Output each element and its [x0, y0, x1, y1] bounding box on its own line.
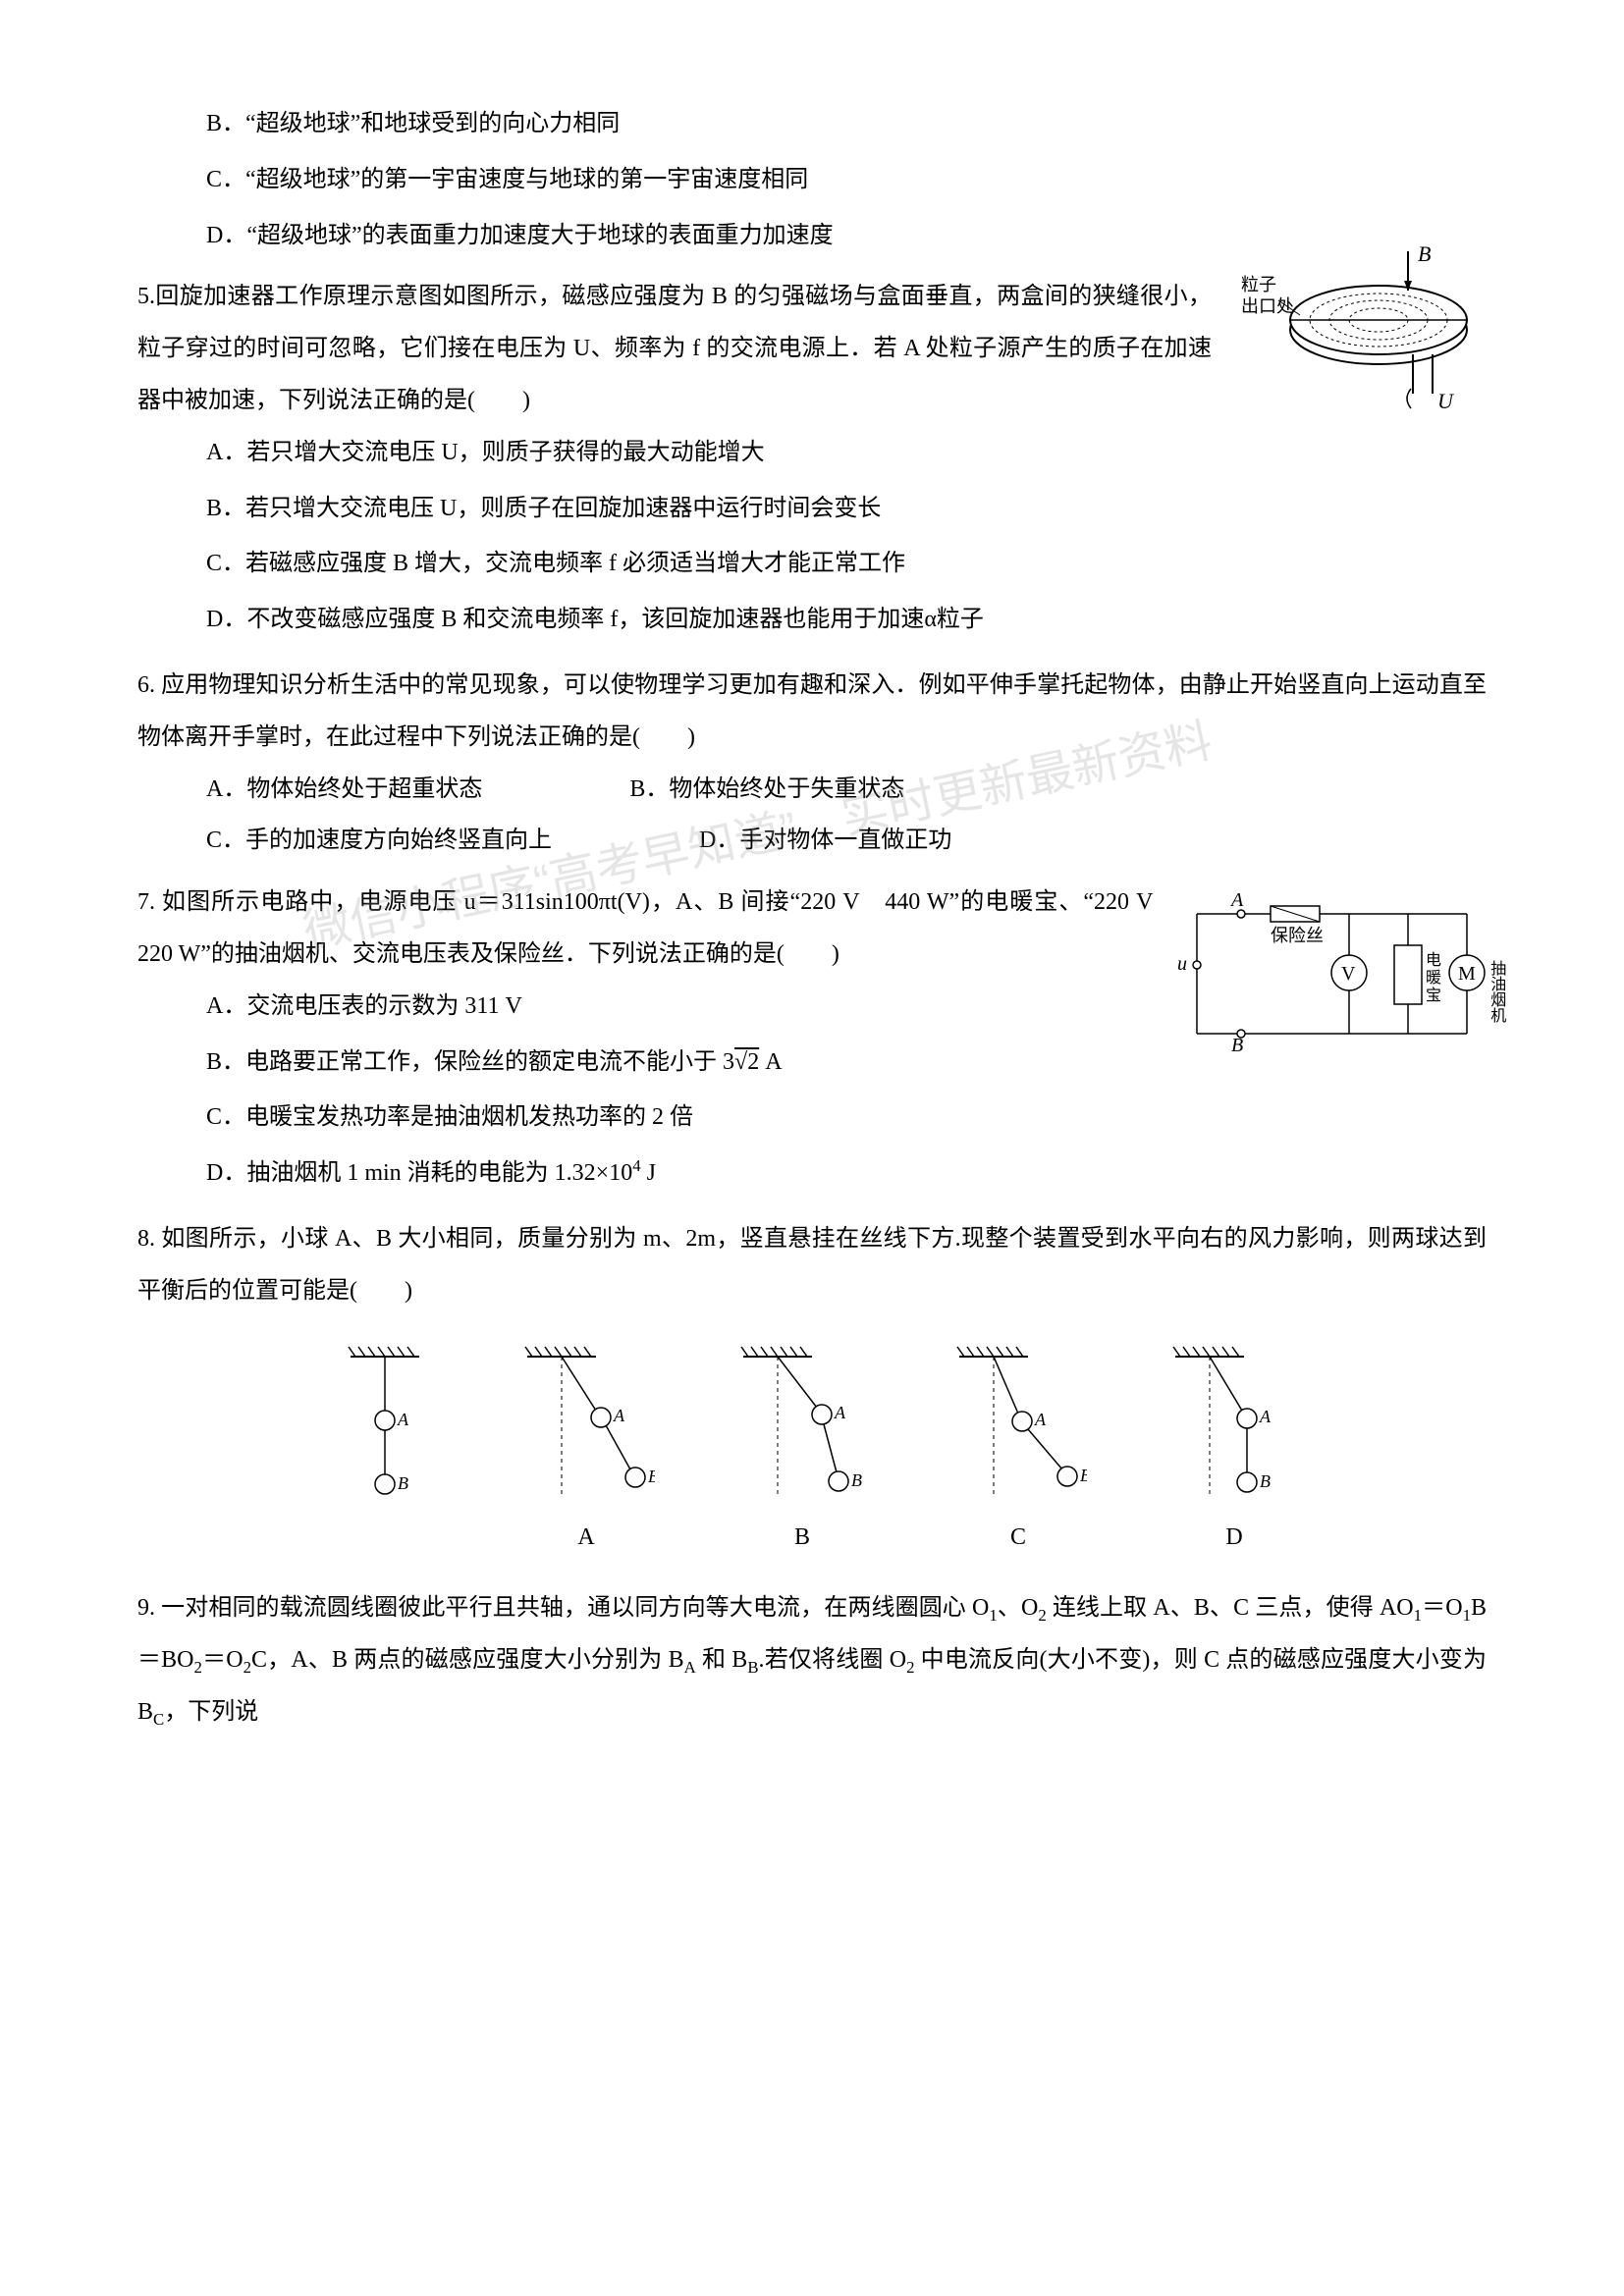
q6-option-d: D．手对物体一直做正功	[699, 815, 951, 867]
svg-text:B: B	[1231, 1035, 1243, 1053]
svg-text:V: V	[1341, 963, 1356, 985]
q8-text: 8. 如图所示，小球 A、B 大小相同，质量分别为 m、2m，竖直悬挂在丝线下方…	[137, 1213, 1487, 1317]
svg-text:M: M	[1458, 963, 1476, 985]
svg-text:A: A	[1034, 1410, 1047, 1429]
svg-text:U: U	[1437, 389, 1455, 413]
q6-option-c: C．手的加速度方向始终竖直向上	[206, 815, 552, 867]
question-5: B 粒子 出口处 U 5.回旋加速器工作原理示意图如图所示，磁感应强度为 B 的…	[137, 271, 1487, 650]
q7-option-c: C．电暖宝发热功率是抽油烟机发热功率的 2 倍	[137, 1092, 1487, 1144]
circuit-diagram: u A 保险丝 V 电 暖 宝 M B	[1172, 877, 1487, 1053]
q5-option-a: A．若只增大交流电压 U，则质子获得的最大动能增大	[137, 427, 1487, 479]
svg-text:u: u	[1177, 953, 1187, 975]
fan-label: 抽油烟机	[1487, 960, 1505, 1023]
svg-text:A: A	[1229, 889, 1244, 911]
q5-option-b: B．若只增大交流电压 U，则质子在回旋加速器中运行时间会变长	[137, 483, 1487, 535]
q4-option-b: B．“超级地球”和地球受到的向心力相同	[137, 98, 1487, 150]
pendulum-a: A B A	[517, 1337, 655, 1564]
pendulum-b: A B B	[733, 1337, 871, 1564]
svg-text:B: B	[1418, 241, 1431, 266]
svg-text:B: B	[1260, 1471, 1271, 1491]
pendulum-d-label: D	[1225, 1512, 1242, 1564]
pendulum-b-label: B	[794, 1512, 810, 1564]
svg-text:A: A	[1259, 1407, 1272, 1426]
pendulum-ref: A B	[321, 1337, 439, 1564]
question-7: u A 保险丝 V 电 暖 宝 M B	[137, 877, 1487, 1203]
svg-text:B: B	[1080, 1466, 1087, 1485]
q9-text: 9. 一对相同的载流圆线圈彼此平行且共轴，通以同方向等大电流，在两线圈圆心 O1…	[137, 1582, 1487, 1737]
svg-text:粒子: 粒子	[1241, 275, 1276, 294]
svg-text:电: 电	[1426, 951, 1441, 969]
svg-text:B: B	[398, 1473, 408, 1493]
pendulum-d: A B D	[1165, 1337, 1303, 1564]
q4-option-c: C．“超级地球”的第一宇宙速度与地球的第一宇宙速度相同	[137, 154, 1487, 206]
pendulum-diagrams: A B A B A	[137, 1337, 1487, 1564]
pendulum-c-label: C	[1010, 1512, 1026, 1564]
q6-option-a: A．物体始终处于超重状态	[206, 764, 482, 816]
pendulum-c: A B C	[949, 1337, 1087, 1564]
question-6: 6. 应用物理知识分析生活中的常见现象，可以使物理学习更加有趣和深入．例如平伸手…	[137, 660, 1487, 867]
svg-text:B: B	[648, 1467, 655, 1486]
q6-text: 6. 应用物理知识分析生活中的常见现象，可以使物理学习更加有趣和深入．例如平伸手…	[137, 660, 1487, 764]
q5-option-d: D．不改变磁感应强度 B 和交流电频率 f，该回旋加速器也能用于加速α粒子	[137, 594, 1487, 646]
svg-text:A: A	[613, 1406, 625, 1425]
svg-text:暖: 暖	[1426, 969, 1441, 987]
q7-option-d: D．抽油烟机 1 min 消耗的电能为 1.32×104 J	[137, 1148, 1487, 1200]
question-8: 8. 如图所示，小球 A、B 大小相同，质量分别为 m、2m，竖直悬挂在丝线下方…	[137, 1213, 1487, 1563]
svg-text:保险丝: 保险丝	[1271, 926, 1324, 945]
q5-option-c: C．若磁感应强度 B 增大，交流电频率 f 必须适当增大才能正常工作	[137, 538, 1487, 590]
svg-text:A: A	[834, 1403, 846, 1422]
question-9: 9. 一对相同的载流圆线圈彼此平行且共轴，通以同方向等大电流，在两线圈圆心 O1…	[137, 1582, 1487, 1737]
pendulum-a-label: A	[577, 1512, 594, 1564]
svg-text:B: B	[851, 1470, 862, 1490]
q6-option-b: B．物体始终处于失重状态	[629, 764, 904, 816]
svg-text:A: A	[397, 1410, 409, 1429]
cyclotron-diagram: B 粒子 出口处 U	[1231, 222, 1487, 418]
svg-text:出口处: 出口处	[1241, 296, 1294, 316]
svg-text:宝: 宝	[1426, 987, 1441, 1004]
